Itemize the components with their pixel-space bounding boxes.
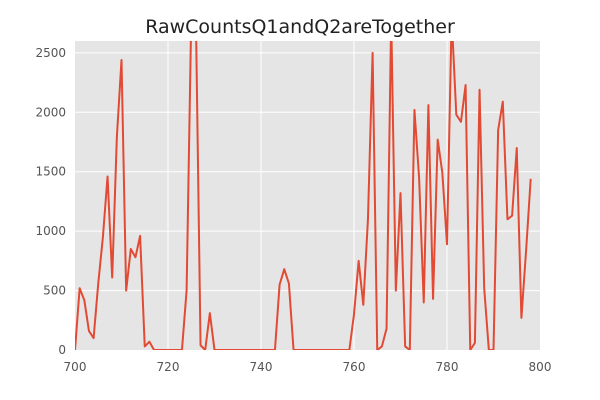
grid-lines [75, 41, 540, 350]
y-tick-label: 1000 [35, 224, 66, 238]
x-tick-label: 760 [343, 360, 366, 374]
chart-title: RawCountsQ1andQ2areTogether [145, 16, 455, 38]
x-tick-label: 740 [250, 360, 273, 374]
y-tick-label: 2500 [35, 46, 66, 60]
x-tick-label: 800 [529, 360, 552, 374]
x-tick-label: 780 [436, 360, 459, 374]
x-tick-label: 700 [64, 360, 87, 374]
y-tick-label: 500 [43, 284, 66, 298]
series-layer [75, 41, 532, 350]
plot-area [75, 41, 540, 350]
x-tick-label: 720 [157, 360, 180, 374]
y-tick-label: 2000 [35, 105, 66, 119]
y-tick-label: 0 [58, 343, 66, 357]
y-tick-label: 1500 [35, 165, 66, 179]
series-line [75, 41, 532, 350]
axis-tick-labels: 700 720 740 760 780 800 0 500 1000 1500 2000 2500 [35, 46, 551, 374]
